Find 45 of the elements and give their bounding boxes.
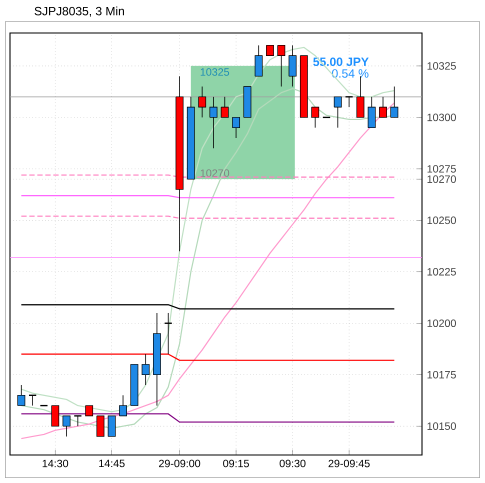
x-tick-label: 09:15: [223, 460, 249, 468]
y-tick-label: 10270: [428, 175, 456, 183]
annotation: 0.54 %: [332, 69, 368, 78]
candlestick: [85, 405, 94, 416]
x-tick-label: 14:30: [42, 460, 68, 468]
x-tick-label: 29-09:45: [328, 460, 370, 468]
y-tick-label: 10325: [428, 62, 456, 70]
candlestick: [390, 86, 398, 118]
candlestick: [62, 415, 70, 437]
candlestick: [288, 44, 297, 87]
annotation: 55.00 JPY: [313, 58, 369, 66]
annotation: 10325: [200, 68, 230, 76]
x-tick-label: 29-09:00: [159, 460, 200, 468]
candlestick: [368, 96, 376, 128]
candlestick: [17, 384, 26, 406]
candlestick: [277, 44, 286, 87]
y-tick-label: 10275: [428, 165, 456, 173]
annotation: 10270: [200, 169, 230, 177]
candlestick: [379, 96, 387, 118]
candlestick: [96, 416, 104, 437]
y-tick-label: 10225: [428, 268, 456, 276]
candlestick: [74, 415, 82, 427]
candlestick: [266, 45, 274, 56]
y-tick-label: 10175: [428, 370, 456, 378]
candlestick: [198, 86, 206, 118]
candlestick: [344, 96, 354, 108]
candlestick: [119, 394, 127, 416]
candlestick: [210, 96, 218, 149]
y-tick-label: 10150: [428, 422, 456, 430]
candlestick: [334, 96, 342, 128]
candlestick: [108, 416, 116, 437]
candlestick: [232, 117, 240, 138]
candlestick: [28, 394, 37, 406]
candlestick: [164, 312, 173, 355]
candlestick: [311, 106, 320, 128]
x-tick-label: 09:30: [280, 460, 306, 468]
chart-title: SJPJ8035, 3 Min: [34, 6, 124, 17]
candlestick: [254, 44, 263, 77]
candlestick: [220, 96, 229, 118]
y-tick-label: 10300: [428, 114, 456, 122]
y-tick-label: 10250: [428, 216, 456, 224]
y-tick-label: 10200: [428, 319, 456, 328]
x-tick-label: 14:45: [99, 460, 125, 468]
candlestick: [51, 405, 60, 427]
candlestick: [142, 354, 150, 386]
